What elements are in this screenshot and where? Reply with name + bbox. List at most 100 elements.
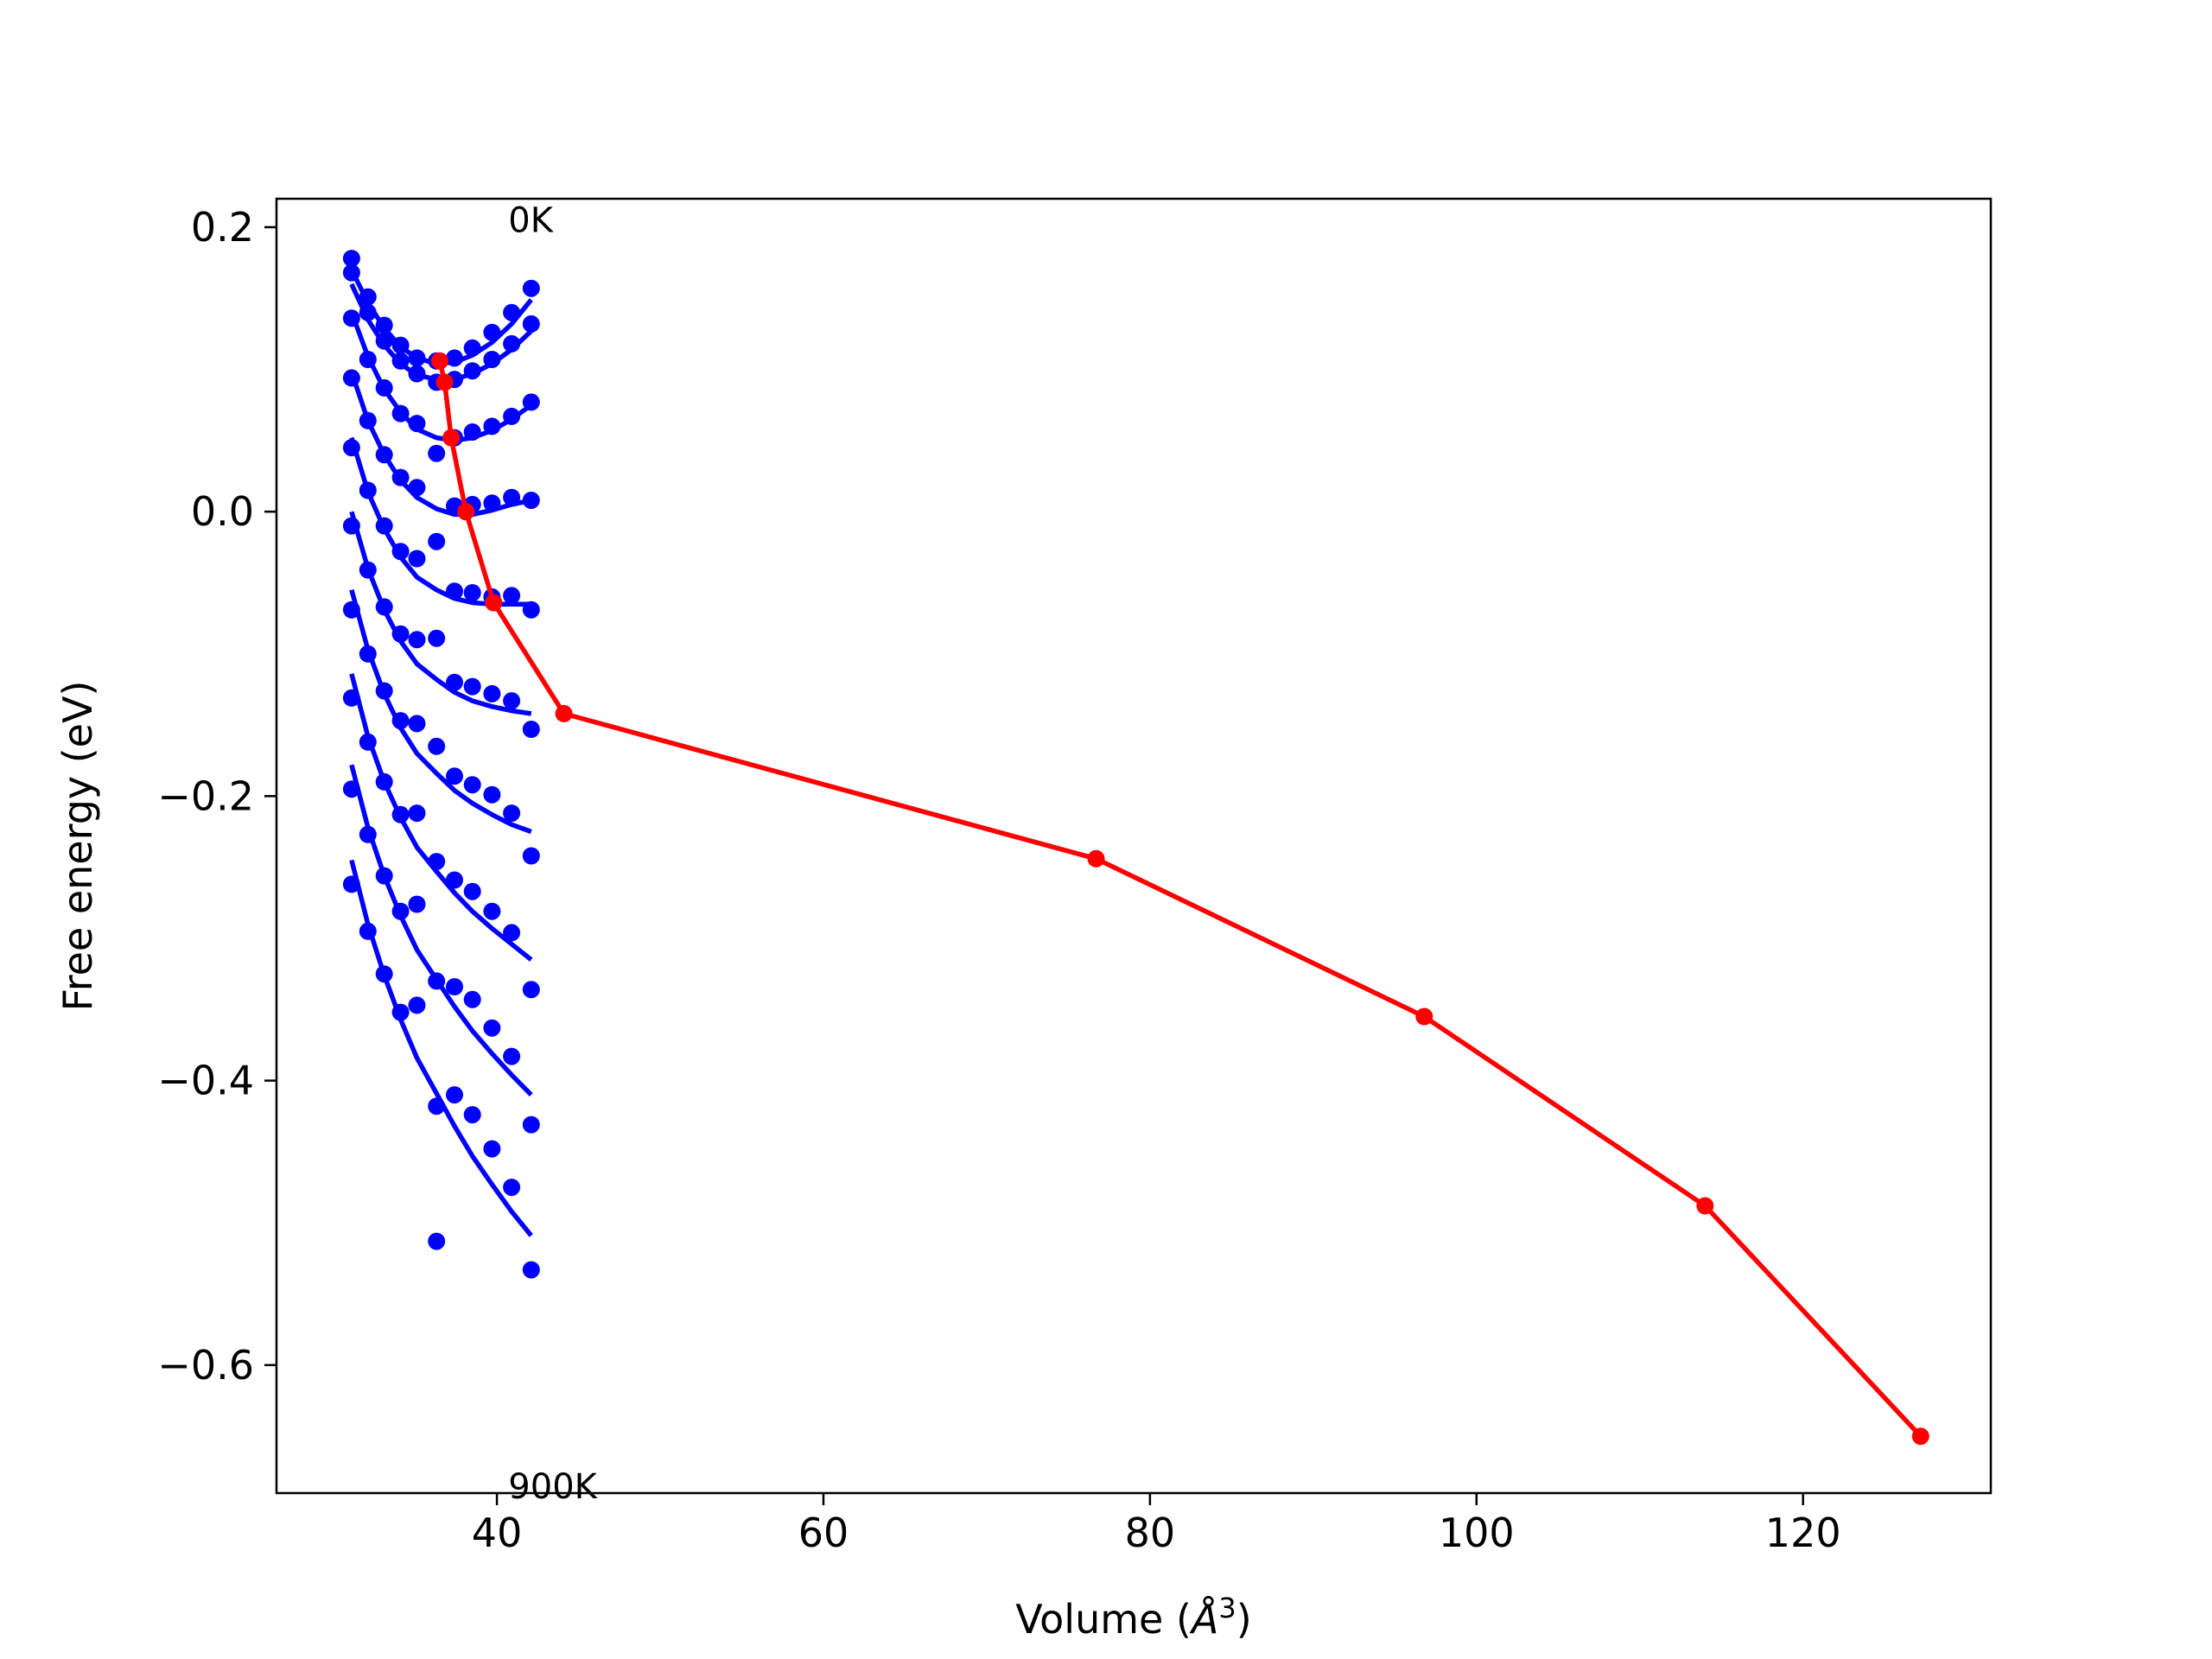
data-point [375,378,393,397]
data-point [483,785,501,804]
data-point [342,250,360,268]
data-point [522,847,540,865]
data-point [359,561,377,579]
y-tick-label: 0.2 [191,204,254,251]
data-point [342,601,360,619]
data-point [391,805,410,823]
minima-point [485,594,503,612]
x-axis-ticks: 40 60 80 100 120 [472,1493,1841,1556]
data-point [391,1003,410,1021]
data-point [446,582,463,601]
data-point [342,439,360,457]
data-point [463,1106,481,1124]
data-point [522,1261,540,1279]
minima-point [1911,1427,1929,1446]
data-point [342,875,360,893]
data-point [503,692,521,710]
data-point [342,689,360,707]
data-point [359,645,377,663]
data-point [483,323,501,341]
minima-point [457,503,475,521]
data-point [375,446,393,464]
data-point [503,804,521,823]
data-point [463,990,481,1008]
data-point [408,996,426,1014]
minima-point [431,352,448,370]
data-point [483,1140,501,1158]
data-point [428,629,446,647]
data-point [375,598,393,616]
y-axis-label: Free energy (eV) [54,681,101,1012]
data-point [359,481,377,499]
y-tick-label: −0.4 [157,1058,254,1104]
data-point [391,625,410,643]
data-point [483,1019,501,1037]
data-point [375,867,393,885]
data-point [463,339,481,357]
data-point [428,737,446,755]
y-tick-label: 0.0 [191,488,254,535]
fit-curve-9 [349,859,533,1237]
data-point [391,468,410,486]
data-point [503,334,521,353]
data-point [428,532,446,550]
data-point [359,303,377,321]
x-tick-label: 120 [1765,1510,1841,1556]
data-point [375,682,393,700]
data-point [428,444,446,462]
data-point [446,1086,463,1104]
data-point [463,362,481,380]
data-point [522,601,540,619]
data-point [446,673,463,691]
data-point [503,303,521,321]
data-point [391,404,410,423]
data-point [359,733,377,751]
data-point [342,517,360,535]
x-axis-label: Volume (Å3) [1015,1592,1251,1643]
data-point [483,417,501,435]
y-axis-ticks: 0.2 0.0 −0.2 −0.4 −0.6 [157,204,276,1389]
data-point [391,902,410,920]
data-point [408,365,426,383]
data-point [446,349,463,367]
data-point [408,804,426,823]
temperature-annotation-1: 900K [508,1467,598,1507]
data-point [408,895,426,913]
data-point [375,316,393,334]
minima-point [435,373,454,391]
fit-curve-7 [349,673,533,962]
data-point [503,924,521,942]
data-point [463,677,481,696]
data-point [463,776,481,794]
data-point [408,550,426,568]
data-point [359,351,377,368]
data-point [342,309,360,327]
data-point [483,494,501,512]
data-point [342,264,360,282]
data-point [522,393,540,411]
minima-line [437,360,1923,1439]
data-point [391,352,410,370]
data-point [503,488,521,506]
minima-point [1415,1007,1433,1026]
x-tick-label: 100 [1439,1510,1515,1556]
minima-point [442,429,461,447]
axes-frame [275,197,1993,1495]
x-tick-label: 40 [472,1510,523,1556]
data-point [408,479,426,497]
data-point [503,587,521,605]
data-point [359,922,377,940]
data-point [522,981,540,999]
data-point [446,978,463,995]
data-point [463,423,481,441]
data-point [408,631,426,649]
data-point [408,349,426,367]
minima-point [1087,849,1105,868]
fit-curve-5 [349,511,532,716]
data-point [522,492,540,509]
minima-point [555,704,573,722]
data-point [483,684,501,702]
data-point [428,1232,446,1250]
data-point [359,288,377,306]
